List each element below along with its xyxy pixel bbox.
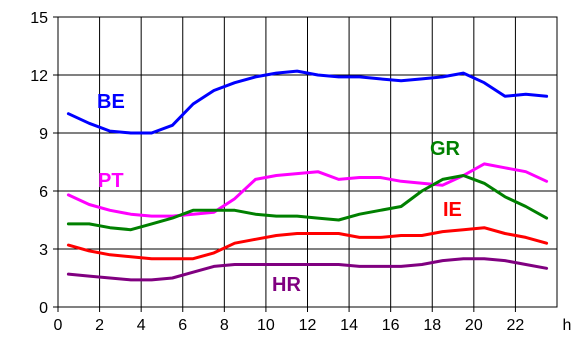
series-label-pt: PT [98, 170, 124, 192]
y-tick-label: 6 [39, 184, 48, 201]
x-tick-label: 4 [137, 317, 146, 334]
y-tick-label: 12 [30, 68, 48, 85]
y-tick-label: 3 [39, 242, 48, 259]
series-label-ie: IE [443, 199, 462, 221]
series-label-hr: HR [272, 274, 301, 296]
series-lines [66, 69, 549, 282]
y-tick-label: 0 [39, 300, 48, 317]
x-tick-label: 12 [299, 317, 317, 334]
series-labels: BE PT GR IE HR [97, 91, 462, 296]
series-label-gr: GR [430, 138, 461, 160]
x-tick-label: 20 [465, 317, 483, 334]
x-tick-label: 16 [382, 317, 400, 334]
x-tick-label: 18 [423, 317, 441, 334]
tick-labels: 0 3 6 9 12 15 0 2 4 6 8 10 12 14 16 18 20 22 [30, 10, 524, 334]
series-line-hr [66, 257, 549, 282]
x-tick-label: 14 [340, 317, 358, 334]
x-tick-label: 0 [54, 317, 63, 334]
plot-area-frame [57, 16, 558, 308]
series-label-be: BE [97, 91, 125, 113]
series-line-gr [66, 174, 549, 232]
x-axis-unit-label: h [563, 317, 572, 334]
series-line-ie [66, 226, 549, 261]
x-tick-label: 22 [507, 317, 525, 334]
y-tick-label: 15 [30, 10, 48, 27]
x-tick-label: 2 [95, 317, 104, 334]
series-line-pt [66, 162, 549, 218]
x-tick-label: 10 [257, 317, 275, 334]
series-line-be [66, 69, 549, 135]
x-tick-label: 8 [220, 317, 229, 334]
y-tick-label: 9 [39, 126, 48, 143]
x-tick-label: 6 [178, 317, 187, 334]
